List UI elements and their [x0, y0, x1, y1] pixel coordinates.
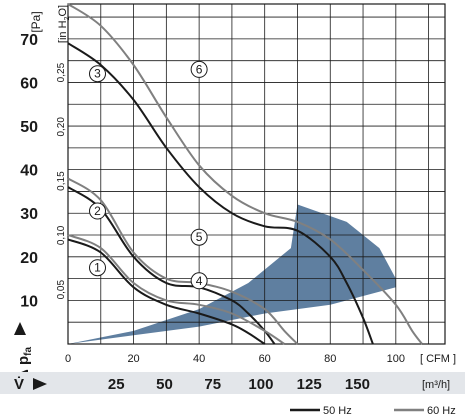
- plot-frame: [67, 3, 446, 345]
- curve-number-labels: 1 2 3 4 5 6: [89, 60, 208, 290]
- x-tick-cfm: 60: [259, 353, 271, 365]
- curve-label-text: 6: [196, 62, 203, 76]
- x-axis-m3h-unit: [m³/h]: [422, 379, 450, 391]
- x-tick-cfm: 100: [387, 353, 405, 365]
- x-axis-flow-symbol: V̇: [14, 376, 24, 393]
- curve-label-circle: [190, 228, 208, 246]
- curve-label-text: 1: [94, 261, 101, 275]
- curve-label-text: 4: [196, 274, 203, 288]
- curve-label-text: 3: [94, 67, 101, 81]
- y-axis-arrow-icon: [14, 322, 26, 335]
- curve-3: [67, 42, 374, 345]
- curve-label-6: 6: [190, 60, 208, 78]
- curve-label-circle: [190, 60, 208, 78]
- x-tick-m3h: 25: [108, 376, 125, 393]
- x-axis-cfm-unit: [ CFM ]: [420, 353, 456, 365]
- legend-label: 60 Hz: [427, 405, 456, 417]
- y-axis-inh2o-ticks: 0,05 0,10 0,15 0,20 0,25: [56, 62, 67, 299]
- y-axis-symbol: Δ pfa: [14, 322, 34, 380]
- curve-label-1: 1: [89, 259, 107, 277]
- curve-label-circle: [89, 202, 107, 220]
- y-tick-pa: 10: [20, 293, 38, 310]
- x-axis-cfm-ticks: 0 20 40 60 80 100: [65, 353, 405, 365]
- curve-label-4: 4: [190, 272, 208, 290]
- curve-label-2: 2: [89, 202, 107, 220]
- x-tick-m3h: 75: [204, 376, 221, 393]
- curve-label-text: 5: [196, 230, 203, 244]
- x-tick-m3h: 100: [248, 376, 273, 393]
- x-tick-cfm: 80: [324, 353, 336, 365]
- operating-range-band: [68, 204, 396, 344]
- curve-1: [67, 238, 266, 345]
- y-tick-pa: 20: [20, 250, 38, 267]
- y-axis-pa-unit: [Pa]: [29, 11, 43, 32]
- x-tick-cfm: 20: [127, 353, 139, 365]
- legend-item: 60 Hz: [394, 405, 456, 417]
- y-tick-inh2o: 0,05: [56, 280, 67, 300]
- y-axis-inh2o-unit: [in H2O]: [57, 5, 71, 43]
- inh2o-unit-main: [in H: [57, 20, 69, 43]
- x-tick-cfm: 0: [65, 353, 71, 365]
- curve-label-text: 2: [94, 204, 101, 218]
- y-tick-pa: 30: [20, 206, 38, 223]
- y-axis-pa-ticks: 10 20 30 40 50 60 70: [20, 32, 38, 311]
- y-tick-inh2o: 0,15: [56, 171, 67, 191]
- curve-6: [67, 3, 423, 345]
- inh2o-unit-end: O]: [57, 5, 69, 17]
- y-tick-pa: 70: [20, 32, 38, 49]
- y-tick-pa: 60: [20, 75, 38, 92]
- y-tick-inh2o: 0,20: [56, 117, 67, 137]
- curve-4: [67, 234, 285, 345]
- x-tick-cfm: 40: [193, 353, 205, 365]
- legend: 50 Hz 60 Hz: [290, 405, 456, 417]
- legend-label: 50 Hz: [323, 405, 352, 417]
- y-tick-inh2o: 0,10: [56, 225, 67, 245]
- m3h-band: [0, 372, 465, 394]
- x-axis-m3h-ticks: 25 50 75 100 125 150: [108, 376, 370, 393]
- x-axis-arrow-icon: [33, 378, 47, 390]
- x-tick-m3h: 50: [156, 376, 173, 393]
- y-tick-pa: 50: [20, 119, 38, 136]
- curve-label-3: 3: [89, 65, 107, 83]
- legend-item: 50 Hz: [290, 405, 352, 417]
- x-tick-m3h: 150: [345, 376, 370, 393]
- y-symbol-sub: fa: [23, 347, 34, 356]
- inh2o-unit-sub: 2: [64, 16, 71, 20]
- y-tick-pa: 40: [20, 163, 38, 180]
- curve-label-5: 5: [190, 228, 208, 246]
- curve-label-circle: [89, 65, 107, 83]
- x-tick-m3h: 125: [297, 376, 322, 393]
- y-tick-inh2o: 0,25: [56, 62, 67, 82]
- curve-label-circle: [89, 259, 107, 277]
- curve-label-circle: [190, 272, 208, 290]
